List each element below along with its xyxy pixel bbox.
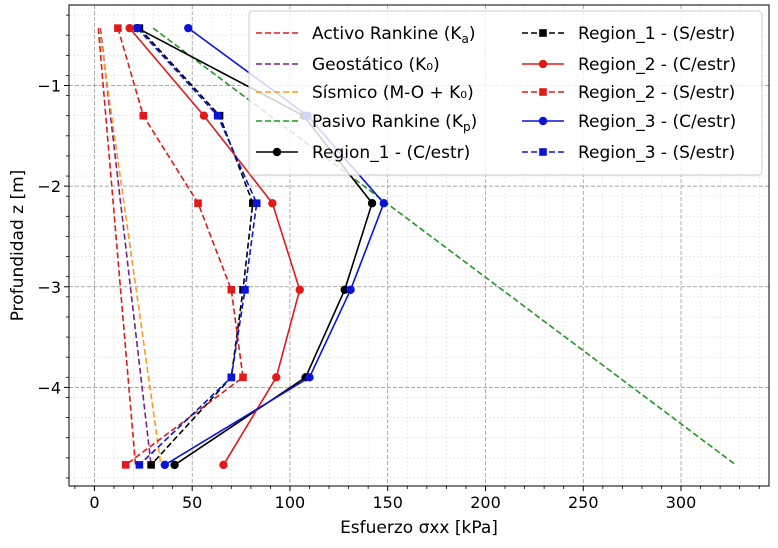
y-tick-label: −3 — [37, 278, 61, 297]
legend-label: Region_2 - (C/estr) — [578, 55, 736, 75]
data-point — [272, 373, 281, 382]
series-activo-rankine-k-a — [97, 28, 137, 465]
data-point — [114, 24, 122, 32]
y-axis-label: Profundidad z [m] — [8, 170, 28, 322]
x-tick-label: 0 — [89, 493, 99, 512]
legend-label: Region_2 - (S/estr) — [578, 83, 735, 103]
data-point — [295, 285, 304, 294]
data-point — [248, 199, 257, 208]
series-line — [97, 28, 137, 465]
data-point — [147, 461, 155, 469]
legend-label-subscript: a — [462, 32, 469, 46]
series-region-2-s-estr — [114, 24, 247, 469]
legend-marker — [272, 147, 282, 157]
data-point — [305, 373, 314, 382]
data-point — [139, 111, 148, 120]
legend-entry: Region_3 - (C/estr) — [522, 112, 736, 132]
legend-entry: Region_3 - (S/estr) — [522, 143, 735, 163]
legend-entry: Region_2 - (S/estr) — [522, 83, 735, 103]
series-line — [128, 27, 301, 466]
data-point — [241, 285, 249, 294]
x-tick-label: 200 — [470, 493, 501, 512]
legend-label: Region_3 - (S/estr) — [578, 143, 735, 163]
x-tick-label: 300 — [666, 493, 697, 512]
series-line — [138, 27, 254, 466]
legend-label-close-paren: ) — [471, 112, 478, 132]
legend-box — [248, 10, 763, 176]
data-point — [194, 199, 202, 208]
legend-marker — [539, 29, 547, 37]
x-axis-label: Esfuerzo σxx [kPa] — [340, 518, 498, 538]
data-point — [219, 460, 228, 470]
data-point — [346, 285, 355, 294]
legend-label: Activo Rankine (Ka) — [312, 24, 476, 46]
data-point — [170, 460, 179, 470]
series-s-smico-m-o-k — [98, 27, 162, 466]
ticks: 0 50 100 150 200 250 300 −1 −2 −3 −4 — [37, 14, 760, 512]
legend-label: Region_1 - (S/estr) — [578, 24, 735, 44]
legend-entry: Pasivo Rankine (Kp) — [256, 112, 477, 134]
series-line — [98, 27, 162, 466]
data-point — [379, 199, 389, 208]
legend-marker — [538, 59, 548, 69]
data-point — [367, 199, 377, 208]
legend-marker — [539, 148, 547, 156]
legend: Activo Rankine (Ka) Geostático (K₀) Sísmic… — [248, 10, 763, 176]
legend-entry: Region_2 - (C/estr) — [522, 55, 736, 75]
series-line — [117, 27, 244, 466]
data-point — [268, 199, 277, 208]
y-tick-label: −1 — [37, 77, 61, 96]
data-point — [199, 111, 209, 120]
legend-marker — [539, 88, 547, 96]
legend-entry: Geostático (K₀) — [256, 55, 440, 75]
data-point — [125, 23, 134, 33]
legend-label: Region_3 - (C/estr) — [578, 112, 736, 132]
y-tick-label: −2 — [37, 177, 61, 196]
data-point — [227, 285, 236, 294]
data-point — [252, 199, 261, 208]
legend-label: Region_1 - (C/estr) — [312, 143, 470, 163]
y-tick-label: −4 — [37, 378, 61, 397]
legend-marker — [538, 116, 548, 126]
plot-frame — [68, 4, 770, 487]
legend-entry: Region_1 - (S/estr) — [522, 24, 735, 44]
legend-entry: Region_1 - (C/estr) — [256, 143, 470, 163]
legend-label-close-paren: ) — [469, 24, 476, 44]
legend-entry: Activo Rankine (Ka) — [256, 24, 476, 46]
series-region-3-s-estr — [133, 24, 261, 469]
legend-label-subscript: p — [463, 120, 471, 134]
legend-entry: Sísmico (M-O + K₀) — [256, 83, 474, 103]
data-point — [213, 111, 222, 120]
data-point — [121, 461, 130, 469]
data-point — [340, 285, 349, 294]
data-point — [133, 24, 142, 32]
data-point — [160, 460, 170, 470]
x-tick-label: 100 — [275, 493, 306, 512]
data-point — [227, 373, 236, 382]
data-point — [135, 461, 144, 469]
series-region-2-c-estr — [125, 23, 304, 470]
x-tick-label: 150 — [372, 493, 403, 512]
x-tick-label: 250 — [568, 493, 599, 512]
data-point — [239, 373, 247, 382]
legend-label: Geostático (K₀) — [312, 55, 440, 75]
data-point — [184, 23, 193, 33]
x-tick-label: 50 — [182, 493, 202, 512]
legend-label: Sísmico (M-O + K₀) — [312, 83, 474, 103]
legend-label: Pasivo Rankine (Kp) — [312, 112, 477, 134]
